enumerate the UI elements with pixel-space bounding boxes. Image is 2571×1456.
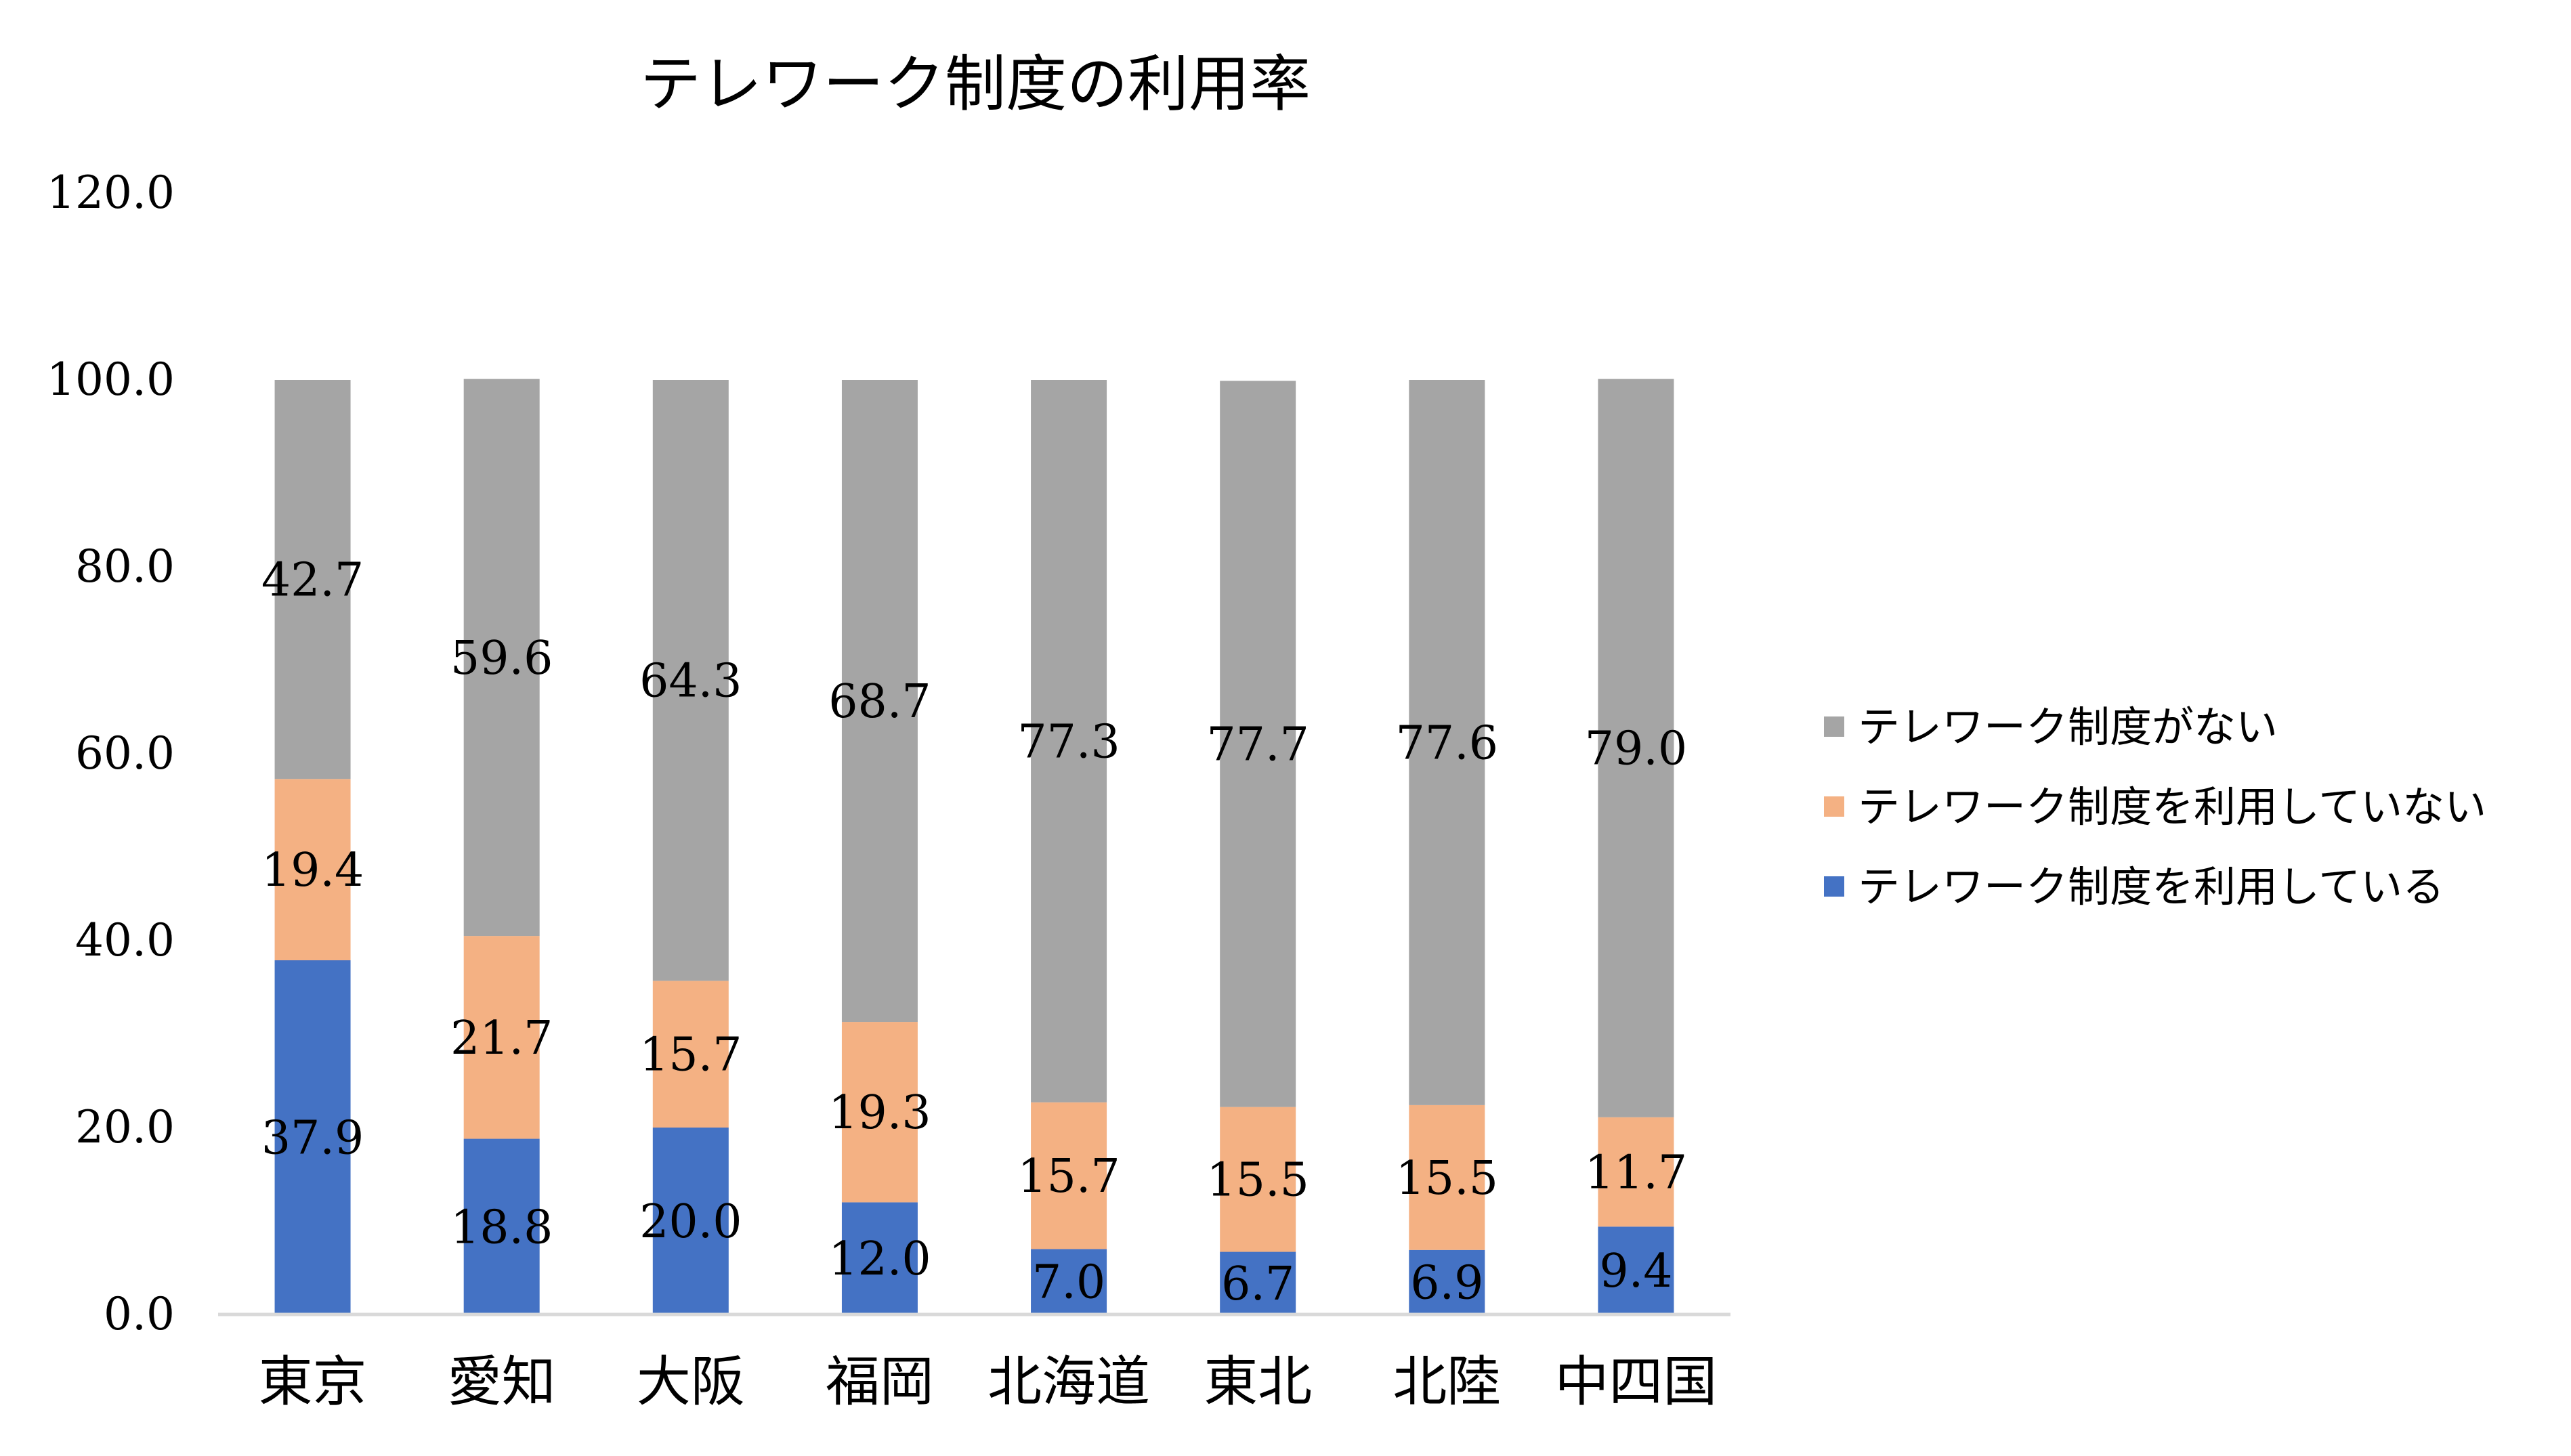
x-tick-label: 北陸 [1393,1350,1501,1413]
data-label: 6.7 [1221,1258,1294,1311]
legend-swatch [1824,796,1844,817]
y-tick-label: 0.0 [104,1288,175,1340]
bar-segment [652,1128,729,1314]
bar-segment [1220,381,1296,1107]
bar-segment [1031,380,1107,1102]
data-label: 20.0 [639,1195,742,1249]
legend-label: テレワーク制度を利用している [1858,862,2444,912]
data-label: 15.7 [639,1029,742,1082]
data-label: 12.0 [828,1233,931,1286]
bar-segment [841,380,918,1023]
bar-segment [1031,1249,1107,1314]
data-label: 9.4 [1599,1245,1672,1298]
y-tick-label: 120.0 [47,167,175,219]
x-axis: 東京 愛知 大阪 福岡 北海道 東北 北陸 中四国 [259,1350,1718,1413]
bar-segment [463,1138,540,1314]
data-label: 79.0 [1585,723,1687,776]
data-label: 21.7 [450,1012,553,1065]
bar-segment [1409,1249,1485,1314]
data-label: 77.6 [1396,716,1498,770]
bar-segment [463,936,540,1139]
legend-label: テレワーク制度を利用していない [1858,782,2486,832]
y-axis: 0.0 20.0 40.0 60.0 80.0 100.0 120.0 [47,167,175,1340]
legend-label: テレワーク制度がない [1858,702,2278,752]
data-label: 19.3 [828,1086,931,1140]
bar-segment [1409,1105,1485,1250]
data-label: 68.7 [828,675,931,729]
data-label: 77.7 [1206,719,1309,772]
data-label: 37.9 [261,1111,364,1165]
data-label: 11.7 [1585,1147,1687,1200]
bar-stacks: 37.9 19.4 42.7 18.8 21.7 59.6 20.0 15.7 64.3 12.0… [261,379,1687,1314]
legend-swatch [1824,716,1844,737]
data-label: 42.7 [261,554,364,607]
bar-segment [274,380,351,779]
bar-segment [1220,1107,1296,1252]
bar-segment [1031,1102,1107,1249]
bar-segment [274,960,351,1314]
y-tick-label: 40.0 [75,914,175,966]
y-tick-label: 80.0 [75,540,175,593]
x-tick-label: 東北 [1204,1350,1312,1413]
y-tick-label: 60.0 [75,727,175,779]
data-label: 15.7 [1017,1150,1120,1203]
bar-segment [274,779,351,960]
bar-segment [652,981,729,1128]
y-tick-label: 20.0 [75,1101,175,1153]
x-tick-label: 中四国 [1554,1350,1717,1413]
data-label: 59.6 [450,632,553,685]
x-tick-label: 福岡 [826,1350,934,1413]
data-label: 15.5 [1396,1152,1498,1205]
bar-segment [841,1022,918,1203]
bar-segment [652,380,729,981]
chart-title: テレワーク制度の利用率 [640,49,1311,120]
x-tick-label: 愛知 [448,1350,556,1413]
bar-segment [1220,1251,1296,1314]
y-tick-label: 100.0 [47,354,175,406]
data-label: 18.8 [450,1201,553,1254]
x-tick-label: 大阪 [637,1350,745,1413]
bar-segment [841,1202,918,1314]
bar-segment [1598,1226,1674,1314]
x-tick-label: 北海道 [987,1350,1150,1413]
legend-swatch [1824,876,1844,897]
bar-segment [1598,379,1674,1117]
x-tick-label: 東京 [259,1350,367,1413]
data-label: 19.4 [261,844,364,897]
data-label: 7.0 [1032,1256,1105,1310]
data-label: 6.9 [1410,1256,1483,1310]
data-label: 15.5 [1206,1154,1309,1207]
data-label: 77.3 [1017,715,1120,769]
bar-segment [463,379,540,937]
bar-segment [1598,1117,1674,1227]
bar-segment [1409,380,1485,1105]
data-label: 64.3 [639,655,742,708]
